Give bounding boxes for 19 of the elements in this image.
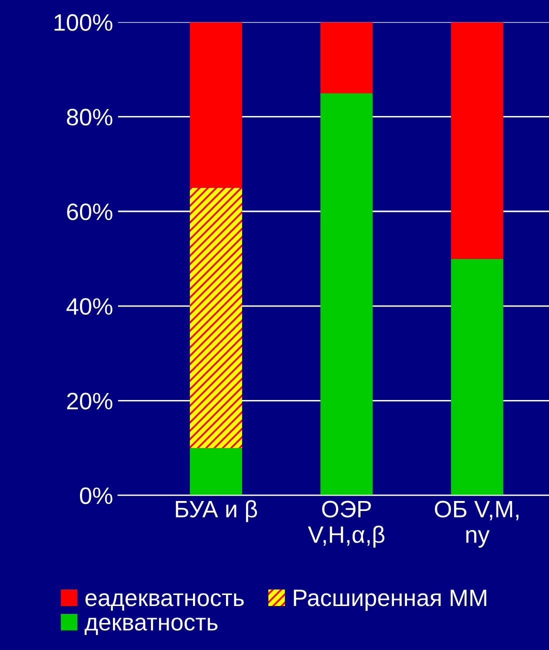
y-tick-label: 0% [80, 487, 112, 504]
bar [451, 258, 504, 496]
x-tick-label: БУА и β [176, 500, 258, 522]
bar [190, 22, 242, 188]
y-tick-label: 100% [54, 14, 112, 31]
bar [320, 93, 373, 496]
y-tick-label: 20% [67, 392, 112, 410]
x-tick-label: ОБ V,M, ny [434, 500, 518, 548]
legend-label: еадекватность [85, 593, 244, 611]
legend-label: Расширенная ММ [294, 590, 486, 611]
bar [451, 22, 504, 259]
y-tick-label: 40% [66, 298, 112, 315]
bar [320, 22, 373, 94]
x-tick-label: ОЭР V,H,α,β [308, 500, 384, 548]
legend-label: декватность [84, 618, 218, 636]
y-tick-label: 60% [67, 203, 112, 220]
y-tick-label: 80% [66, 108, 112, 126]
bar [190, 188, 242, 448]
bar [190, 448, 242, 496]
